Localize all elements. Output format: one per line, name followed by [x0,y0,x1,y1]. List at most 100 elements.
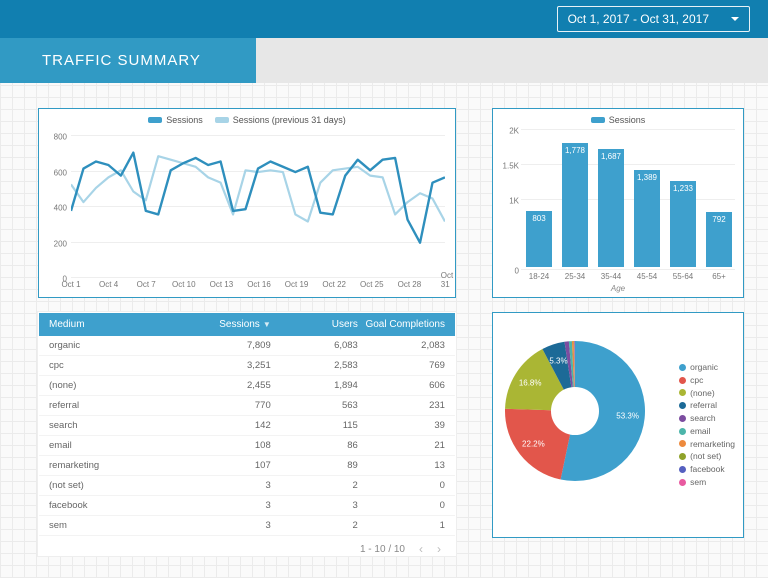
table-cell: 2,083 [358,340,445,351]
table-cell: organic [49,340,184,351]
pie-legend-item: (not set) [679,450,735,463]
pie-legend-item: remarketing [679,438,735,451]
table-cell: 563 [271,400,358,411]
table-cell: 770 [184,400,271,411]
bar-chart-xlabel: Age [493,284,743,293]
table-cell: 107 [184,460,271,471]
x-axis-tick: 35-44 [601,272,621,281]
bar [670,181,695,267]
table-cell: (not set) [49,480,184,491]
bar [598,149,623,267]
bar [634,170,659,267]
date-range-picker[interactable]: Oct 1, 2017 - Oct 31, 2017 [557,6,750,32]
pie-slice-label: 5.3% [549,356,567,365]
x-axis-tick: 55-64 [673,272,693,281]
y-axis-tick: 200 [47,239,67,248]
x-axis-tick: Oct 1 [61,280,80,289]
bar-value-label: 1,687 [601,152,621,161]
table-row[interactable]: sem321 [39,516,455,536]
table-cell: 2 [271,520,358,531]
tab-traffic-summary[interactable]: TRAFFIC SUMMARY [0,38,256,83]
table-cell: 1 [358,520,445,531]
table-pager: 1 - 10 / 10 ‹ › [39,536,455,562]
column-header[interactable]: Medium [49,319,184,330]
pie-legend: organiccpc(none)referralsearchemailremar… [679,361,735,489]
column-header[interactable]: Users [271,319,358,330]
table-cell: 7,809 [184,340,271,351]
x-axis-tick: Oct 25 [360,280,384,289]
line-chart-legend: SessionsSessions (previous 31 days) [39,109,455,131]
table-cell: 769 [358,360,445,371]
dashboard-canvas: SessionsSessions (previous 31 days) 0200… [0,90,768,578]
pie-legend-item: email [679,425,735,438]
table-cell: 3 [184,480,271,491]
table-row[interactable]: cpc3,2512,583769 [39,356,455,376]
table-cell: remarketing [49,460,184,471]
table-row[interactable]: organic7,8096,0832,083 [39,336,455,356]
tab-strip-empty [256,38,768,83]
pager-prev-icon[interactable]: ‹ [419,542,423,556]
table-cell: 21 [358,440,445,451]
table-cell: search [49,420,184,431]
pie-legend-item: sem [679,476,735,489]
title-bar: TRAFFIC SUMMARY [0,38,768,83]
table-cell: 606 [358,380,445,391]
bar-legend-label: Sessions [609,115,646,125]
x-axis-tick: Oct 4 [99,280,118,289]
x-axis-tick: Oct 22 [322,280,346,289]
x-axis-tick: Oct 16 [247,280,271,289]
sessions-by-age-bar-chart: Sessions 01K1.5K2K80318-241,77825-341,68… [492,108,744,298]
x-axis-tick: Oct 28 [398,280,422,289]
table-cell: cpc [49,360,184,371]
bar-value-label: 1,389 [637,173,657,182]
table-cell: 2 [271,480,358,491]
table-cell: 89 [271,460,358,471]
table-cell: 3,251 [184,360,271,371]
table-cell: 115 [271,420,358,431]
table-cell: referral [49,400,184,411]
bar [562,143,587,267]
y-axis-tick: 2K [497,127,519,136]
table-cell: 231 [358,400,445,411]
chevron-down-icon [731,17,739,21]
pager-next-icon[interactable]: › [437,542,441,556]
table-body: organic7,8096,0832,083cpc3,2512,583769(n… [39,336,455,536]
sessions-line-chart: SessionsSessions (previous 31 days) 0200… [38,108,456,298]
column-header[interactable]: Goal Completions [358,319,445,330]
legend-item: Sessions [148,115,203,125]
y-axis-tick: 1K [497,197,519,206]
table-cell: 3 [184,500,271,511]
table-row[interactable]: referral770563231 [39,396,455,416]
x-axis-tick: 25-34 [565,272,585,281]
y-axis-tick: 0 [497,267,519,276]
table-header: MediumSessions▼UsersGoal Completions [39,313,455,336]
y-axis-tick: 800 [47,133,67,142]
column-header[interactable]: Sessions▼ [184,319,271,330]
table-row[interactable]: facebook330 [39,496,455,516]
top-bar: Oct 1, 2017 - Oct 31, 2017 [0,0,768,38]
table-cell: 2,583 [271,360,358,371]
table-cell: (none) [49,380,184,391]
table-row[interactable]: email1088621 [39,436,455,456]
bar-value-label: 1,778 [565,146,585,155]
bar-value-label: 803 [532,214,545,223]
table-cell: 142 [184,420,271,431]
pie-slice-label: 22.2% [522,439,545,448]
bar-chart-legend: Sessions [493,109,743,131]
medium-pie-chart: 53.3%22.2%16.8%5.3% organiccpc(none)refe… [492,312,744,538]
table-row[interactable]: remarketing1078913 [39,456,455,476]
table-row[interactable]: (not set)320 [39,476,455,496]
table-cell: 3 [271,500,358,511]
pie-legend-item: search [679,412,735,425]
table-row[interactable]: search14211539 [39,416,455,436]
y-axis-tick: 1.5K [497,162,519,171]
y-axis-tick: 600 [47,168,67,177]
table-cell: 0 [358,500,445,511]
table-cell: facebook [49,500,184,511]
pie-legend-item: facebook [679,463,735,476]
table-cell: 0 [358,480,445,491]
date-range-text: Oct 1, 2017 - Oct 31, 2017 [568,12,709,26]
pie-slice-label: 53.3% [616,412,639,421]
table-cell: sem [49,520,184,531]
table-row[interactable]: (none)2,4551,894606 [39,376,455,396]
